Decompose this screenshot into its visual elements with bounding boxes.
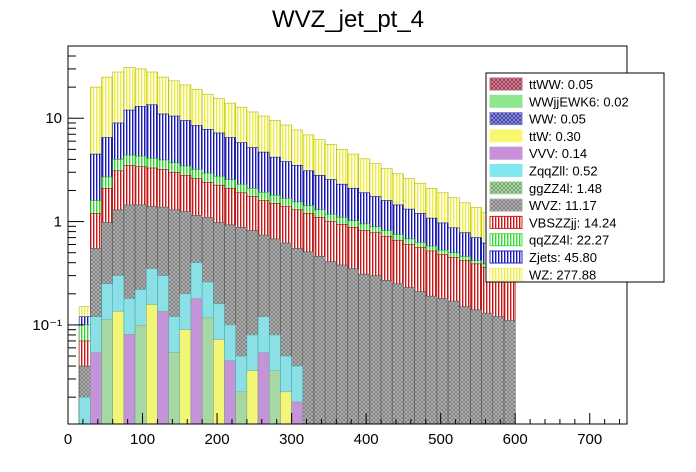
legend-label-Zjets: Zjets: 45.80 bbox=[529, 250, 597, 265]
legend-swatch-ttW bbox=[489, 129, 523, 143]
x-tick-label: 0 bbox=[64, 431, 72, 448]
legend-label-WWjjEWK6: WWjjEWK6: 0.02 bbox=[529, 94, 629, 109]
chart-title: WVZ_jet_pt_4 bbox=[272, 6, 424, 33]
bar-WVZ-37 bbox=[492, 316, 505, 425]
legend-label-ttW: ttW: 0.30 bbox=[529, 129, 581, 144]
bar-minor-bkg2-7 bbox=[157, 311, 169, 425]
bar-WVZ-36 bbox=[481, 312, 494, 425]
bar-WVZ-29 bbox=[403, 287, 415, 425]
bar-WVZ-21 bbox=[313, 256, 326, 425]
x-tick-label: 100 bbox=[130, 431, 155, 448]
legend-swatch-WWjjEWK6 bbox=[489, 94, 523, 108]
legend: ttWW: 0.05 WWjjEWK6: 0.02 WW: 0.05 ttW: 0.3… bbox=[485, 72, 665, 283]
x-tick-label: 400 bbox=[354, 431, 379, 448]
bar-WVZ-28 bbox=[391, 283, 404, 425]
bar-minor-bkg2-18 bbox=[280, 391, 292, 425]
bar-minor-bkg2-3 bbox=[112, 311, 125, 425]
bar-WVZ-33 bbox=[447, 300, 460, 425]
bar-minor-bkg2-5 bbox=[134, 325, 147, 425]
legend-swatch-ZqqZll bbox=[489, 164, 523, 177]
bar-minor-bkg2-8 bbox=[168, 352, 180, 425]
x-tick-label: 300 bbox=[279, 431, 304, 448]
bar-WVZ-32 bbox=[436, 298, 449, 425]
bar-minor-bkg2-17 bbox=[269, 370, 281, 425]
legend-label-WZ: WZ: 277.88 bbox=[529, 267, 596, 282]
bar-WVZ-22 bbox=[324, 261, 337, 425]
legend-label-VBSZZjj: VBSZZjj: 14.24 bbox=[529, 215, 616, 230]
bar-minor-bkg2-6 bbox=[146, 304, 158, 425]
bar-minor-bkg2-13 bbox=[224, 360, 236, 425]
legend-swatch-qqZZ4l bbox=[489, 233, 523, 247]
legend-label-ZqqZll: ZqqZll: 0.52 bbox=[529, 164, 598, 179]
bar-minor-bkg2-14 bbox=[235, 391, 248, 425]
bar-minor-bkg2-1 bbox=[90, 352, 102, 425]
bar-minor-bkg2-10 bbox=[190, 298, 203, 425]
legend-swatch-WW bbox=[489, 112, 523, 126]
y-tick-label: 1 bbox=[54, 214, 62, 231]
legend-label-WVZ: WVZ: 11.17 bbox=[529, 198, 597, 213]
y-tick-label: 10⁻¹ bbox=[32, 317, 62, 334]
bar-minor-bkg2-15 bbox=[246, 370, 259, 425]
x-tick-label: 200 bbox=[205, 431, 230, 448]
bar-minor-bkg2-16 bbox=[257, 352, 270, 425]
legend-label-ttWW: ttWW: 0.05 bbox=[529, 77, 593, 92]
bar-WVZ-26 bbox=[369, 275, 382, 425]
legend-label-ggZZ4l: ggZZ4l: 1.48 bbox=[529, 181, 602, 196]
bar-WVZ-31 bbox=[425, 295, 438, 425]
bar-WVZ-25 bbox=[358, 273, 371, 425]
bar-minor-bkg2-11 bbox=[201, 317, 214, 425]
legend-swatch-WVZ bbox=[489, 198, 523, 212]
bar-WVZ-24 bbox=[347, 268, 359, 425]
bar-WVZ-27 bbox=[380, 280, 393, 425]
bar-minor-bkg2-2 bbox=[101, 319, 113, 425]
legend-box bbox=[485, 72, 665, 283]
x-axis: 0 100 200 300 400 500 600 700 bbox=[64, 413, 621, 448]
legend-label-qqZZ4l: qqZZ4l: 22.27 bbox=[529, 233, 609, 248]
y-axis: 10 1 10⁻¹ bbox=[32, 45, 84, 398]
bar-minor-bkg2-9 bbox=[179, 329, 192, 425]
minor-backgrounds bbox=[78, 262, 304, 425]
x-tick-label: 600 bbox=[503, 431, 528, 448]
bar-WVZ-34 bbox=[458, 306, 471, 425]
legend-label-WW: WW: 0.05 bbox=[529, 112, 586, 127]
bar-WVZ-35 bbox=[470, 309, 482, 425]
x-tick-label: 700 bbox=[577, 431, 602, 448]
bar-minor-bkg2-19 bbox=[291, 401, 303, 425]
legend-label-VVV: VVV: 0.14 bbox=[529, 146, 587, 161]
y-tick-label: 10 bbox=[45, 110, 62, 127]
bar-WVZ-38 bbox=[503, 320, 516, 425]
legend-swatch-ttWW bbox=[489, 77, 523, 91]
legend-swatch-VVV bbox=[489, 146, 523, 160]
legend-swatch-Zjets bbox=[489, 250, 523, 264]
legend-swatch-ggZZ4l bbox=[489, 181, 523, 195]
legend-swatch-VBSZZjj bbox=[489, 215, 523, 229]
x-tick-label: 500 bbox=[428, 431, 453, 448]
bar-minor-bkg2-4 bbox=[123, 334, 136, 425]
bar-minor-bkg-0 bbox=[78, 396, 91, 425]
bar-WVZ-20 bbox=[302, 251, 315, 425]
bar-WVZ-30 bbox=[414, 291, 427, 425]
legend-swatch-WZ bbox=[489, 267, 523, 281]
bar-minor-bkg2-12 bbox=[213, 339, 225, 425]
bar-WVZ-23 bbox=[336, 264, 348, 425]
